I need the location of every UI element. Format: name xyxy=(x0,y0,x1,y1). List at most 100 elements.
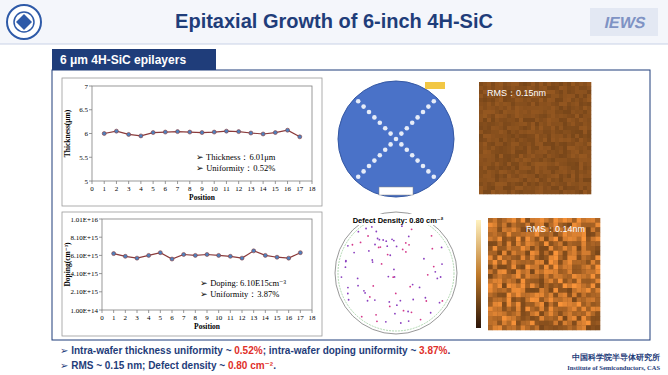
defect-dot xyxy=(400,322,402,324)
afm-texture xyxy=(539,170,543,174)
data-point xyxy=(170,257,174,261)
afm-texture xyxy=(567,102,571,106)
afm-texture xyxy=(547,166,551,170)
afm-texture xyxy=(559,130,563,134)
afm-texture xyxy=(487,182,491,186)
plot-frame xyxy=(102,219,312,310)
afm-texture xyxy=(539,237,544,242)
afm-texture xyxy=(521,297,526,302)
afm-texture xyxy=(523,166,527,170)
afm-texture xyxy=(595,321,600,326)
afm-texture xyxy=(567,311,572,316)
x-tick xyxy=(165,181,166,184)
data-point xyxy=(127,132,131,136)
afm-texture xyxy=(555,170,559,174)
afm-texture xyxy=(531,134,535,138)
afm-texture xyxy=(558,316,563,321)
afm-texture xyxy=(553,293,558,298)
afm-texture xyxy=(479,178,483,182)
afm-texture xyxy=(523,134,527,138)
afm-texture xyxy=(544,297,549,302)
afm-texture xyxy=(503,138,507,142)
afm-texture xyxy=(579,158,583,162)
afm-texture xyxy=(591,223,596,228)
afm-texture xyxy=(547,126,551,130)
data-point xyxy=(261,132,265,136)
afm-texture xyxy=(555,110,559,114)
afm-texture xyxy=(586,232,591,237)
afm-texture xyxy=(499,170,503,174)
afm-texture xyxy=(487,118,491,122)
afm-texture xyxy=(479,142,483,146)
afm-texture xyxy=(487,190,491,194)
defect-dot xyxy=(345,261,347,263)
afm-texture xyxy=(495,110,499,114)
afm-texture xyxy=(491,186,495,190)
afm-texture xyxy=(511,118,515,122)
afm-texture xyxy=(571,142,575,146)
afm-texture xyxy=(571,178,575,182)
afm-texture xyxy=(503,110,507,114)
afm-texture xyxy=(525,307,530,312)
afm-texture xyxy=(511,170,515,174)
afm-image xyxy=(488,218,600,330)
afm-texture xyxy=(491,158,495,162)
afm-texture xyxy=(507,246,512,251)
afm-texture xyxy=(567,86,571,90)
afm-texture xyxy=(555,158,559,162)
x-tick xyxy=(202,181,203,184)
afm-texture xyxy=(511,227,516,232)
afm-texture xyxy=(572,241,577,246)
afm-texture xyxy=(563,325,568,330)
afm-texture xyxy=(595,288,600,293)
afm-texture xyxy=(499,146,503,150)
afm-texture xyxy=(503,190,507,194)
afm-texture xyxy=(544,302,549,307)
afm-texture xyxy=(567,293,572,298)
bullet-part: Intra-wafer thickness uniformity ~ xyxy=(71,345,234,356)
afm-texture xyxy=(525,302,530,307)
afm-texture xyxy=(495,134,499,138)
afm-texture xyxy=(515,146,519,150)
afm-texture xyxy=(544,325,549,330)
afm-texture xyxy=(579,102,583,106)
afm-texture xyxy=(503,162,507,166)
defect-dot xyxy=(393,269,395,271)
afm-texture xyxy=(571,138,575,142)
y-tick-label: 4.10E+15 xyxy=(71,270,99,278)
afm-texture xyxy=(572,288,577,293)
afm-texture xyxy=(497,283,502,288)
afm-texture xyxy=(507,227,512,232)
afm-texture xyxy=(587,130,591,134)
afm-texture xyxy=(539,274,544,279)
afm-texture xyxy=(535,142,539,146)
afm-texture xyxy=(567,162,571,166)
x-tick-label: 14 xyxy=(262,314,270,322)
afm-texture xyxy=(595,237,600,242)
defect-dot xyxy=(386,245,388,247)
afm-texture xyxy=(579,190,583,194)
afm-texture xyxy=(483,142,487,146)
afm-texture xyxy=(572,325,577,330)
x-tick-label: 13 xyxy=(250,314,258,322)
afm-texture xyxy=(539,114,543,118)
afm-texture xyxy=(583,114,587,118)
afm-texture xyxy=(575,170,579,174)
afm-texture xyxy=(525,269,530,274)
x-tick xyxy=(275,181,276,184)
afm-texture xyxy=(583,186,587,190)
data-point xyxy=(176,130,180,134)
afm-texture xyxy=(567,110,571,114)
afm-texture xyxy=(579,130,583,134)
afm-texture xyxy=(521,288,526,293)
afm-texture xyxy=(575,150,579,154)
afm-texture xyxy=(515,110,519,114)
afm-texture xyxy=(535,118,539,122)
afm-texture xyxy=(544,288,549,293)
x-tick-label: 3 xyxy=(135,314,139,322)
afm-texture xyxy=(493,293,498,298)
afm-texture xyxy=(581,218,586,223)
afm-texture xyxy=(495,166,499,170)
afm-texture xyxy=(499,130,503,134)
afm-texture xyxy=(488,260,493,265)
